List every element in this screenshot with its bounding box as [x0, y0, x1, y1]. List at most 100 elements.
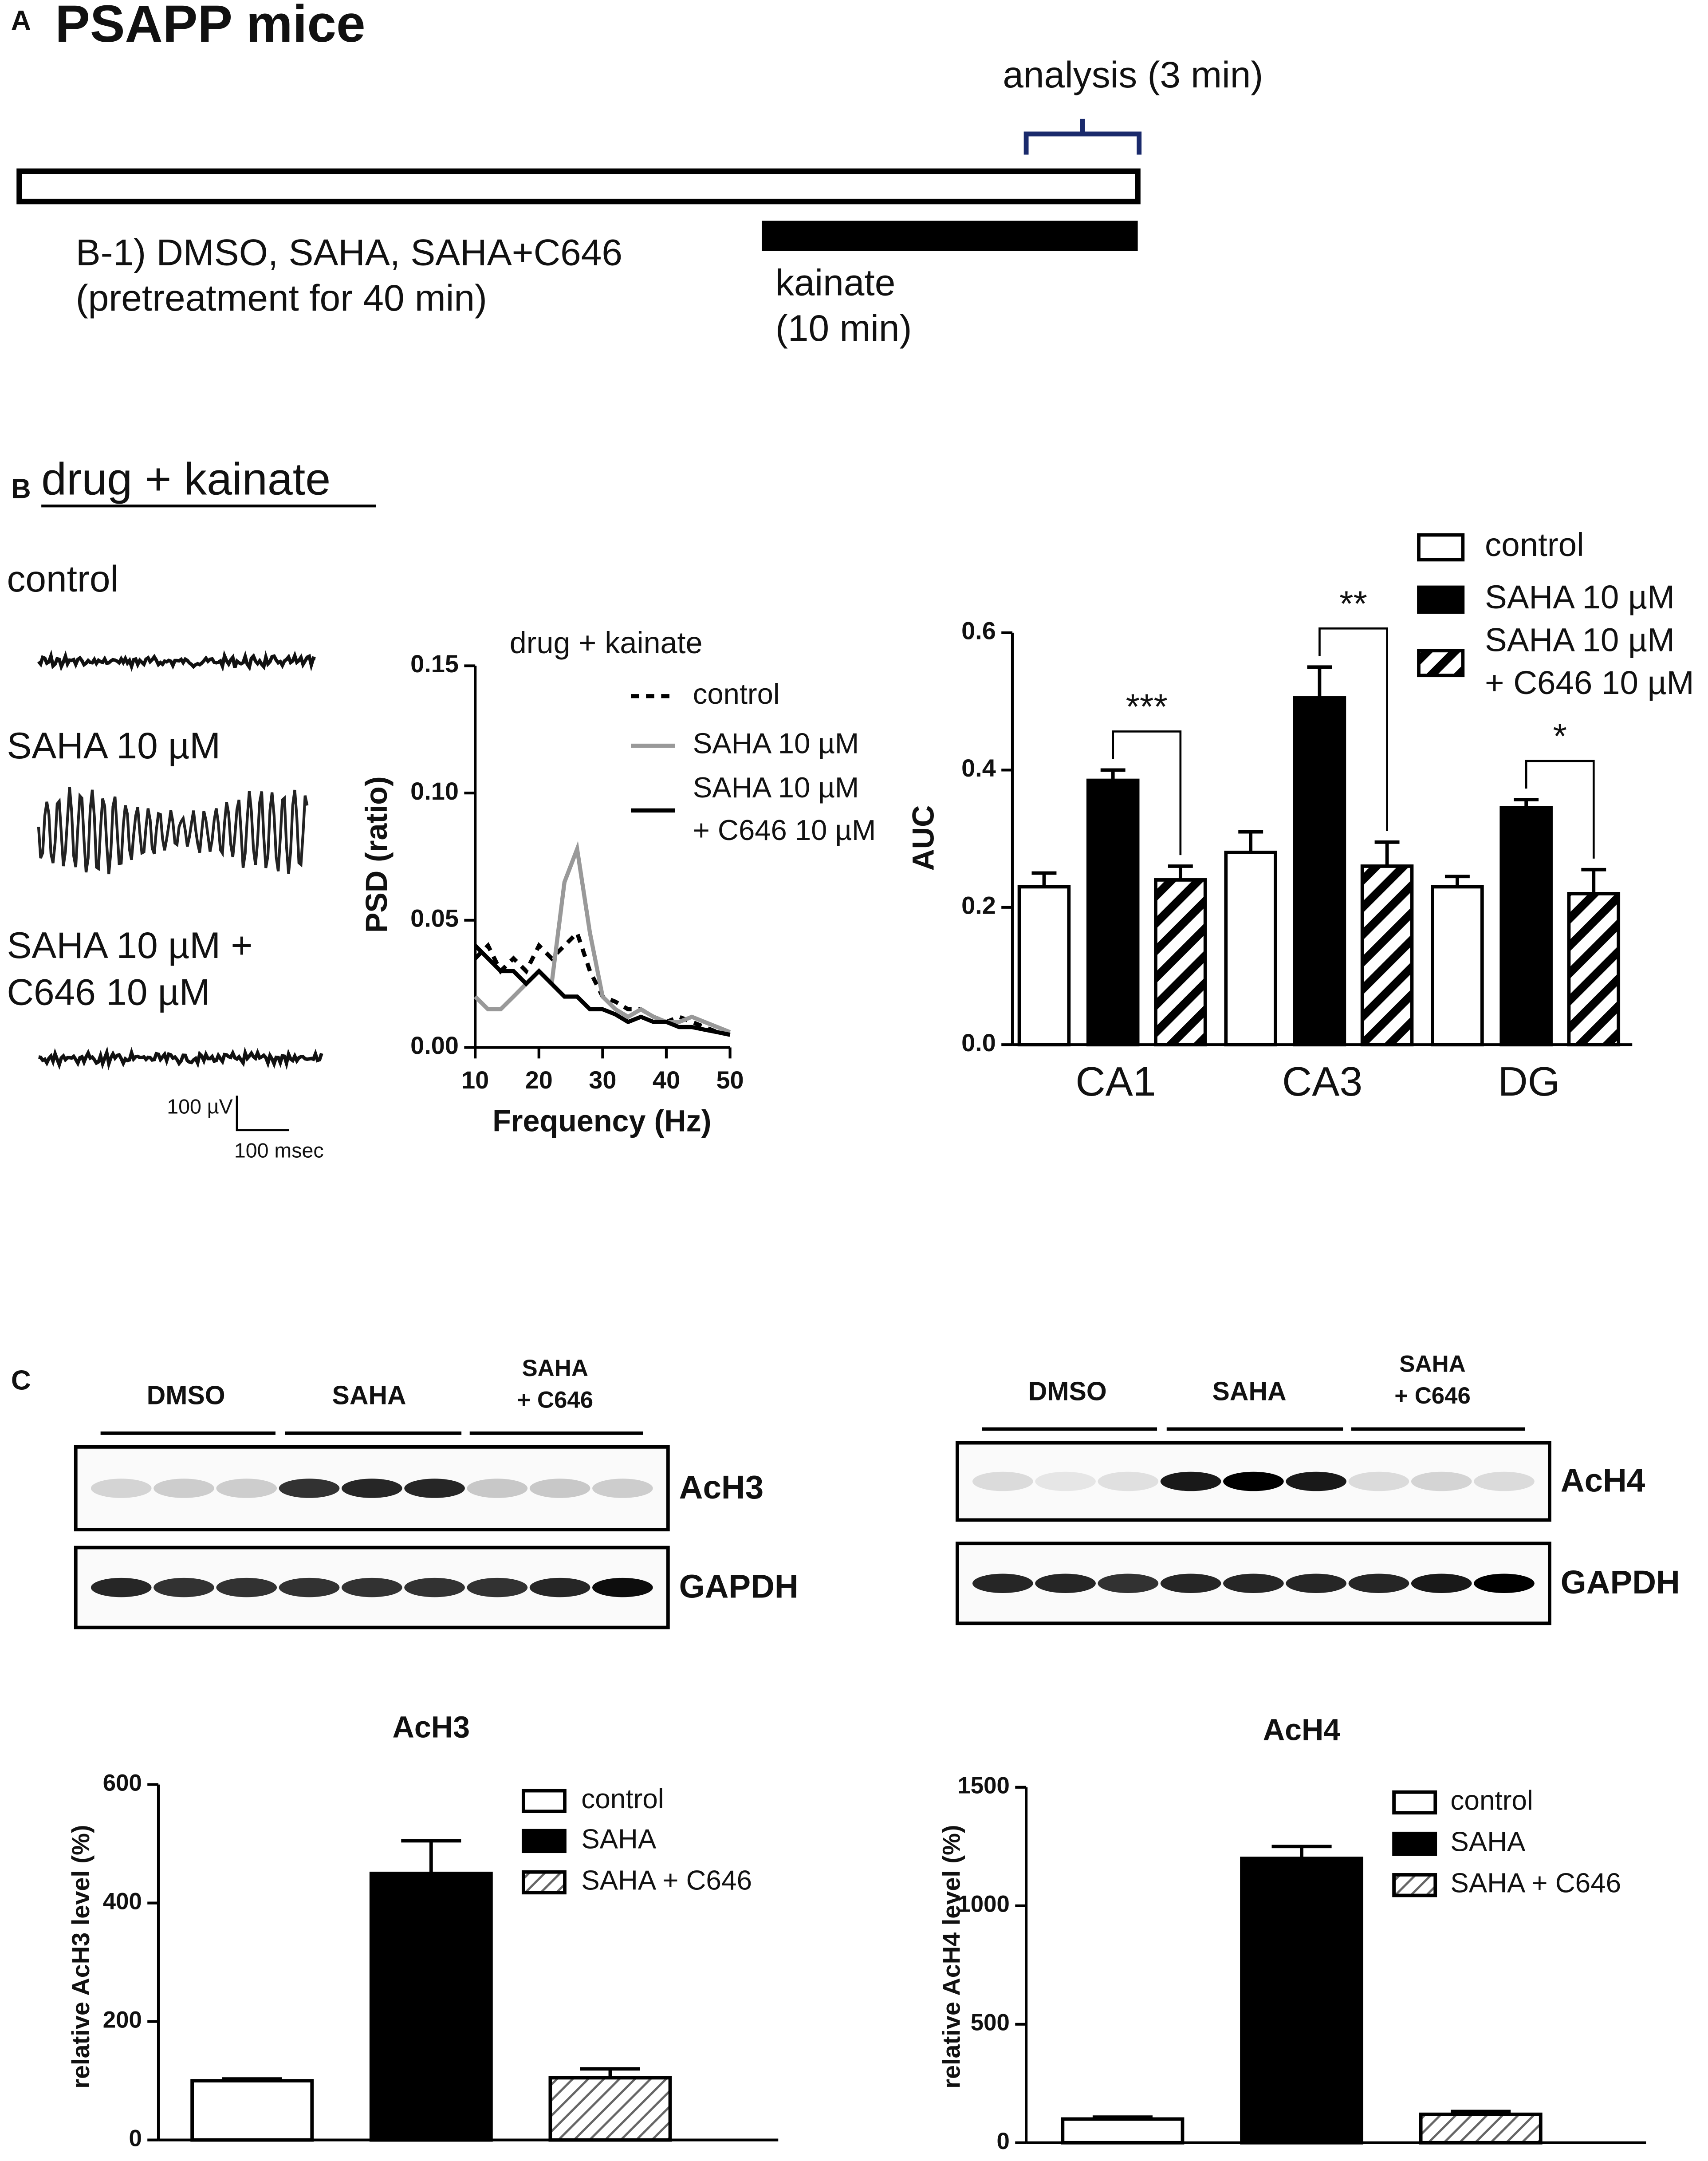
significance-label: ***: [1126, 687, 1168, 727]
legend-label: control: [693, 678, 780, 710]
legend-swatch: [1392, 1873, 1437, 1897]
kainate-text: kainate: [775, 262, 895, 304]
psd-line: [473, 929, 731, 1037]
analysis-bracket: [1023, 118, 1142, 155]
significance-bracket: [1112, 730, 1182, 856]
trace: [38, 1046, 323, 1071]
y-tick-label: 1500: [957, 1773, 1009, 1799]
legend-label-line: SAHA 10 µM: [1485, 621, 1675, 658]
bar: [1419, 2112, 1543, 2145]
blot-band: [279, 1577, 340, 1597]
chart-title: AcH4: [1263, 1713, 1341, 1747]
blot-band: [1348, 1573, 1409, 1593]
bar: [1567, 891, 1621, 1047]
y-tick-label: 0: [996, 2128, 1009, 2154]
blot-band: [1348, 1471, 1409, 1491]
legend-label: SAHA: [1450, 1826, 1526, 1857]
significance-label: *: [1553, 717, 1567, 757]
trace-label: SAHA 10 µM +: [7, 924, 253, 966]
scale-label: 100 µV: [167, 1095, 233, 1118]
y-tick-label: 0: [129, 2126, 142, 2152]
legend-label: SAHA 10 µM: [1485, 579, 1675, 615]
bar: [1017, 885, 1071, 1047]
legend-label: SAHA + C646: [1450, 1868, 1621, 1899]
x-tick-label: 10: [461, 1066, 489, 1094]
blot-band: [1160, 1471, 1221, 1491]
blot-band: [592, 1479, 653, 1498]
trace-label: SAHA 10 µM: [7, 725, 221, 766]
y-tick-label: 600: [103, 1770, 142, 1796]
legend-label: control: [1450, 1785, 1533, 1816]
y-axis-label: AUC: [906, 805, 940, 871]
blot-band: [592, 1577, 653, 1597]
blot-band: [153, 1577, 214, 1597]
legend-swatch: [1417, 585, 1465, 614]
bar: [1360, 864, 1414, 1047]
bar: [1224, 851, 1277, 1047]
legend-swatch: [1417, 649, 1465, 678]
legend-label: SAHA 10 µM: [693, 727, 859, 760]
x-tick-label: 50: [716, 1066, 744, 1094]
psd-line: [473, 841, 731, 1034]
bar: [1431, 885, 1484, 1047]
panel-label: B: [11, 474, 31, 505]
bar: [369, 1871, 493, 2142]
blot-band: [342, 1479, 402, 1498]
legend-label-line: + C646 10 µM: [693, 814, 876, 846]
legend-swatch: [521, 1829, 567, 1853]
lane-group-label: SAHA: [1399, 1351, 1466, 1377]
blot-band: [1411, 1573, 1472, 1593]
trace: [37, 787, 309, 875]
scale-label: 100 msec: [234, 1139, 324, 1162]
blot-band: [1098, 1471, 1159, 1491]
blot-band: [1223, 1573, 1284, 1593]
lane-group-label: SAHA: [332, 1381, 406, 1410]
blot-band: [1286, 1471, 1346, 1491]
bar: [548, 2076, 672, 2142]
blot-band: [91, 1577, 152, 1597]
panel-label: C: [11, 1365, 31, 1396]
lane-group-label: SAHA: [1212, 1376, 1287, 1406]
pretreatment-text: B-1) DMSO, SAHA, SAHA+C646: [76, 231, 622, 273]
bar: [1061, 2117, 1185, 2145]
panel-title: drug + kainate: [41, 453, 331, 505]
blot-band: [153, 1479, 214, 1498]
blot-band: [91, 1479, 152, 1498]
timeline-bar: [16, 168, 1141, 205]
blot-band: [1286, 1573, 1346, 1593]
blot-band: [216, 1577, 277, 1597]
band-label: AcH4: [1561, 1462, 1645, 1499]
band-label: GAPDH: [1561, 1564, 1680, 1601]
blot-band: [404, 1577, 465, 1597]
panel-title: PSAPP mice: [55, 0, 365, 53]
lane-group-label: SAHA: [522, 1355, 588, 1381]
pretreatment-text: (pretreatment for 40 min): [76, 277, 487, 319]
blot-band: [216, 1479, 277, 1498]
blot-band: [529, 1577, 590, 1597]
legend-label: SAHA: [581, 1824, 657, 1854]
y-tick-label: 0.4: [961, 754, 996, 782]
bar: [1499, 806, 1553, 1047]
trace-label: C646 10 µM: [7, 971, 210, 1013]
legend-swatch: [1392, 1790, 1437, 1815]
bar: [1240, 1857, 1364, 2145]
blot-band: [1474, 1573, 1535, 1593]
blot-band: [972, 1471, 1033, 1491]
band-label: GAPDH: [679, 1568, 799, 1605]
lane-group-label: DMSO: [147, 1381, 225, 1410]
x-axis-label: Frequency (Hz): [492, 1104, 711, 1138]
blot-band: [1035, 1471, 1096, 1491]
legend-label-line: + C646 10 µM: [1485, 664, 1694, 701]
blot-band: [1160, 1573, 1221, 1593]
y-tick-label: 200: [103, 2007, 142, 2033]
analysis-label: analysis (3 min): [1003, 54, 1263, 95]
lane-group-label: DMSO: [1028, 1376, 1107, 1406]
y-tick-label: 0.0: [961, 1029, 996, 1057]
blot-band: [1223, 1471, 1284, 1491]
x-tick-label: CA3: [1282, 1058, 1362, 1104]
y-axis-label: relative AcH3 level (%): [67, 1825, 94, 2089]
blot-band: [342, 1577, 402, 1597]
legend-label: control: [1485, 526, 1584, 563]
significance-label: **: [1339, 584, 1367, 624]
